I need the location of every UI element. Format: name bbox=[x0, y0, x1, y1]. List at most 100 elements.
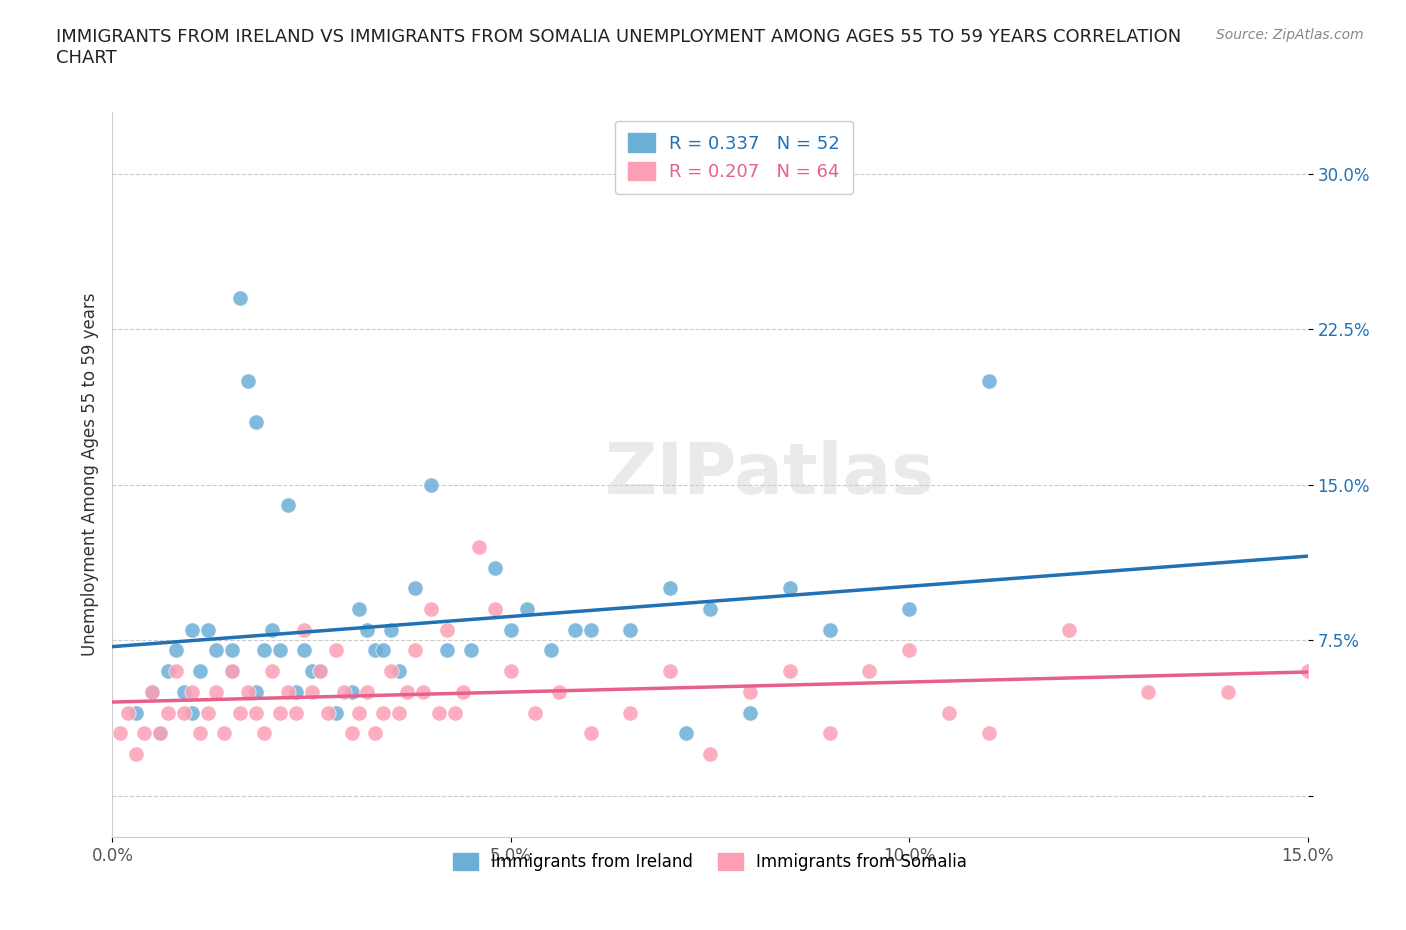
Point bbox=[738, 705, 761, 720]
Point bbox=[221, 664, 243, 679]
Point bbox=[221, 643, 243, 658]
Point bbox=[301, 684, 323, 699]
Point bbox=[977, 374, 1000, 389]
Point bbox=[292, 622, 315, 637]
Point bbox=[229, 705, 252, 720]
Point bbox=[540, 643, 562, 658]
Point bbox=[388, 664, 411, 679]
Point bbox=[245, 415, 267, 430]
Point bbox=[284, 684, 307, 699]
Point bbox=[253, 643, 276, 658]
Point bbox=[436, 622, 458, 637]
Point bbox=[1057, 622, 1080, 637]
Point bbox=[149, 726, 172, 741]
Point bbox=[340, 684, 363, 699]
Point bbox=[499, 622, 522, 637]
Point bbox=[1296, 664, 1319, 679]
Point bbox=[141, 684, 163, 699]
Point bbox=[499, 664, 522, 679]
Point bbox=[659, 581, 682, 596]
Point bbox=[460, 643, 482, 658]
Point bbox=[325, 705, 347, 720]
Point bbox=[738, 684, 761, 699]
Point bbox=[173, 684, 195, 699]
Point bbox=[301, 664, 323, 679]
Point bbox=[699, 747, 721, 762]
Point bbox=[404, 581, 426, 596]
Point bbox=[110, 726, 132, 741]
Point bbox=[444, 705, 467, 720]
Point bbox=[181, 684, 204, 699]
Point bbox=[484, 560, 506, 575]
Point bbox=[523, 705, 546, 720]
Point bbox=[898, 602, 921, 617]
Point bbox=[125, 747, 148, 762]
Point bbox=[373, 705, 395, 720]
Point bbox=[308, 664, 330, 679]
Point bbox=[332, 684, 354, 699]
Point bbox=[619, 622, 641, 637]
Point bbox=[564, 622, 586, 637]
Point bbox=[451, 684, 474, 699]
Point bbox=[245, 684, 267, 699]
Point bbox=[284, 705, 307, 720]
Point bbox=[579, 726, 602, 741]
Point bbox=[420, 477, 443, 492]
Point bbox=[277, 684, 299, 699]
Point bbox=[373, 643, 395, 658]
Text: ZIPatlas: ZIPatlas bbox=[605, 440, 935, 509]
Point bbox=[388, 705, 411, 720]
Point bbox=[260, 622, 283, 637]
Point bbox=[188, 664, 211, 679]
Point bbox=[308, 664, 330, 679]
Point bbox=[316, 705, 339, 720]
Point bbox=[277, 498, 299, 512]
Point bbox=[356, 622, 378, 637]
Point bbox=[125, 705, 148, 720]
Point bbox=[427, 705, 450, 720]
Point bbox=[420, 602, 443, 617]
Point bbox=[579, 622, 602, 637]
Point bbox=[340, 726, 363, 741]
Point bbox=[197, 705, 219, 720]
Point bbox=[484, 602, 506, 617]
Point bbox=[699, 602, 721, 617]
Point bbox=[157, 664, 180, 679]
Point bbox=[165, 643, 187, 658]
Point bbox=[229, 291, 252, 306]
Point bbox=[212, 726, 235, 741]
Text: Source: ZipAtlas.com: Source: ZipAtlas.com bbox=[1216, 28, 1364, 42]
Point bbox=[134, 726, 156, 741]
Point bbox=[779, 664, 801, 679]
Point bbox=[292, 643, 315, 658]
Point bbox=[149, 726, 172, 741]
Point bbox=[205, 643, 228, 658]
Point bbox=[396, 684, 419, 699]
Point bbox=[349, 602, 371, 617]
Point bbox=[269, 705, 291, 720]
Point bbox=[117, 705, 139, 720]
Legend: R = 0.337   N = 52, R = 0.207   N = 64: R = 0.337 N = 52, R = 0.207 N = 64 bbox=[616, 121, 852, 193]
Point bbox=[818, 622, 841, 637]
Point bbox=[236, 684, 259, 699]
Point bbox=[404, 643, 426, 658]
Point bbox=[1216, 684, 1239, 699]
Point bbox=[269, 643, 291, 658]
Point bbox=[356, 684, 378, 699]
Point bbox=[197, 622, 219, 637]
Point bbox=[1137, 684, 1160, 699]
Point bbox=[779, 581, 801, 596]
Point bbox=[165, 664, 187, 679]
Point bbox=[236, 374, 259, 389]
Point bbox=[675, 726, 697, 741]
Point bbox=[547, 684, 569, 699]
Point bbox=[349, 705, 371, 720]
Point bbox=[412, 684, 434, 699]
Point bbox=[181, 622, 204, 637]
Point bbox=[380, 622, 402, 637]
Point bbox=[468, 539, 491, 554]
Point bbox=[253, 726, 276, 741]
Point bbox=[188, 726, 211, 741]
Point bbox=[260, 664, 283, 679]
Point bbox=[516, 602, 538, 617]
